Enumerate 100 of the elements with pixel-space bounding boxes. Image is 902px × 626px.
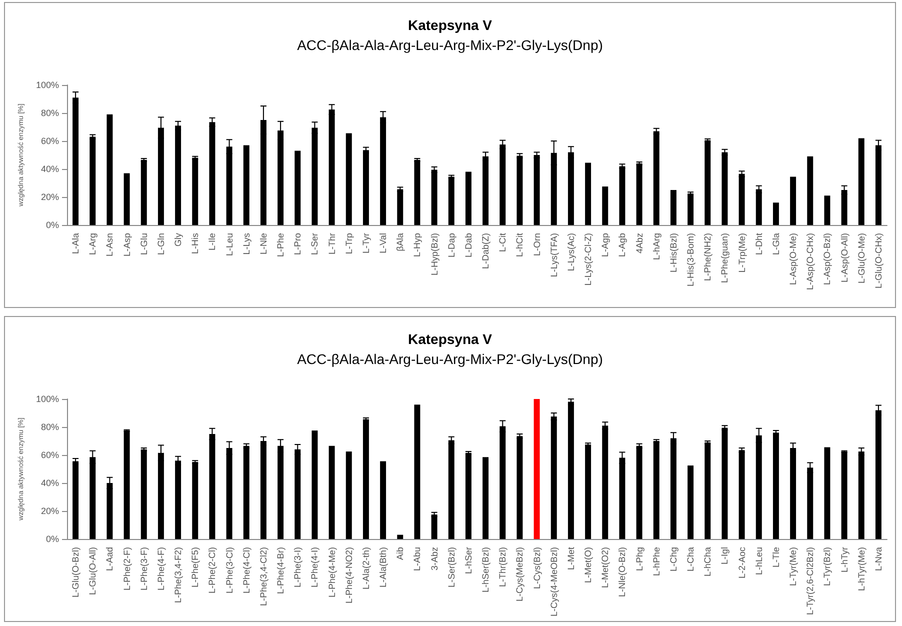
- x-tick-label: L-Trp(Me): [736, 233, 747, 273]
- bar: [670, 190, 676, 225]
- x-tick-label: Aib: [395, 547, 406, 560]
- bar: [192, 462, 198, 539]
- x-tick-label: L-Glu(O-Bzl): [70, 547, 81, 598]
- x-tick-label: L-Phe(F5): [190, 547, 200, 588]
- x-tick-label: L-hArg: [651, 233, 662, 260]
- y-tick-label: 0%: [46, 534, 59, 544]
- bar: [175, 126, 182, 225]
- bar: [414, 160, 420, 225]
- bar: [260, 441, 266, 539]
- x-tick-label: L-Asn: [104, 233, 115, 257]
- x-tick-label: L-Phe(4-Br): [276, 547, 286, 594]
- x-tick-label: L-hCit: [514, 232, 525, 258]
- bar: [534, 155, 540, 225]
- x-tick-label: L-Phe(3-Cl): [224, 547, 234, 594]
- bar: [602, 426, 608, 539]
- x-tick-label: L-Lys: [241, 232, 252, 255]
- chart-title: Katepsyna V: [408, 17, 493, 33]
- bar: [243, 145, 250, 225]
- y-tick-label: 100%: [36, 80, 59, 90]
- x-tick-label: L-Val: [378, 233, 388, 254]
- x-tick-label: L-Lys(Ac): [566, 233, 576, 272]
- x-tick-label: L-Thr: [326, 233, 337, 255]
- bar: [722, 152, 728, 225]
- bar: [312, 430, 318, 539]
- x-tick-label: L-Phe(3-F): [138, 547, 149, 591]
- x-tick-label: L-Asp(O-All): [839, 233, 850, 283]
- x-tick-label: L-Hyp(Bzl): [429, 233, 440, 276]
- bar: [72, 461, 79, 539]
- y-tick-label: 20%: [40, 192, 59, 202]
- x-tick-label: L-Lys(2-Cl-Z): [583, 233, 594, 286]
- y-tick-label: 80%: [40, 108, 59, 118]
- x-tick-label: L-Tyr(Bzl): [822, 547, 832, 586]
- bar: [841, 452, 848, 539]
- x-tick-label: L-Tyr: [360, 233, 371, 254]
- bar: [738, 450, 745, 539]
- bar: [704, 442, 711, 539]
- x-tick-label: L-Phe(2-Cl): [207, 547, 218, 594]
- x-tick-label: L-His: [190, 232, 200, 254]
- x-tick-label: L-Aad: [104, 547, 115, 572]
- y-tick-label: 80%: [40, 422, 59, 432]
- x-tick-label: L-Nle(O-Bzl): [617, 547, 628, 598]
- x-tick-label: L-Phe(NH2): [702, 233, 713, 282]
- x-tick-label: L-Phe(4-F): [156, 547, 166, 591]
- bar: [362, 419, 369, 539]
- bar: [482, 457, 489, 539]
- x-tick-label: L-Igl: [720, 547, 730, 565]
- x-tick-label: L-Phe(3,4-F2): [173, 547, 184, 604]
- x-tick-label: L-Asp(O-Bzl): [822, 233, 832, 286]
- bar: [772, 202, 779, 225]
- x-tick-label: L-hSer(Bzl): [480, 547, 491, 593]
- bar: [243, 446, 250, 539]
- x-tick-label: L-hSer: [463, 547, 474, 574]
- x-tick-label: L-Ser(Bzl): [446, 547, 456, 588]
- bar: [585, 162, 592, 225]
- x-tick-label: L-hCha: [702, 547, 713, 577]
- x-tick-label: L-Tyr(2,6-Cl2Bzl): [805, 547, 816, 616]
- bar: [824, 196, 830, 225]
- y-tick-label: 20%: [40, 506, 59, 516]
- x-tick-label: L-Met: [566, 546, 576, 570]
- x-tick-label: 3-Abz: [429, 546, 440, 571]
- x-tick-label: L-Agb: [617, 233, 628, 258]
- x-tick-label: βAla: [395, 233, 406, 252]
- x-tick-label: L-Leu: [224, 233, 234, 256]
- bar: [448, 176, 454, 225]
- x-tick-label: 4Abz: [634, 232, 644, 254]
- x-tick-label: L-Glu: [138, 233, 149, 256]
- bar: [858, 138, 864, 225]
- x-tick-label: L-His(3-Bom): [686, 233, 696, 287]
- y-tick-label: 100%: [36, 394, 59, 404]
- chart-title: Katepsyna V: [408, 331, 493, 347]
- x-tick-label: L-Phe(3,4-Cl2): [258, 547, 268, 606]
- bar: [124, 173, 130, 225]
- x-tick-label: L-Glu(O-All): [88, 547, 98, 596]
- x-tick-label: L-Dap: [446, 233, 456, 258]
- x-tick-label: L-Cys(4-MeOBzl): [548, 547, 559, 617]
- bar: [140, 449, 147, 539]
- x-tick-label: L-Ala(Bth): [378, 547, 388, 588]
- x-tick-label: L-Ser: [310, 233, 320, 256]
- y-tick-label: 0%: [46, 220, 59, 230]
- bar: [534, 399, 540, 539]
- bar: [106, 114, 113, 225]
- x-tick-label: L-Tyr(Me): [788, 547, 798, 586]
- bar: [328, 446, 335, 539]
- x-tick-label: L-Trp: [344, 233, 354, 254]
- x-tick-label: L-Arg: [88, 233, 98, 256]
- bar: [585, 444, 592, 539]
- x-tick-label: L-His(Bzl): [668, 233, 678, 272]
- bar: [90, 136, 96, 225]
- bar: [636, 446, 642, 539]
- x-tick-label: L-Cys(MeBzl): [514, 547, 525, 602]
- y-tick-label: 40%: [40, 478, 59, 488]
- x-tick-label: L-Glu(O-Me): [856, 233, 866, 284]
- chart-subtitle: ACC-βAla-Ala-Arg-Leu-Arg-Mix-P2'-Gly-Lys(Dnp): [297, 37, 603, 53]
- bar: [516, 436, 523, 539]
- x-tick-label: L-Abu: [412, 547, 422, 572]
- x-tick-label: L-Dht: [754, 232, 764, 256]
- bar: [704, 140, 711, 225]
- bar: [619, 166, 626, 225]
